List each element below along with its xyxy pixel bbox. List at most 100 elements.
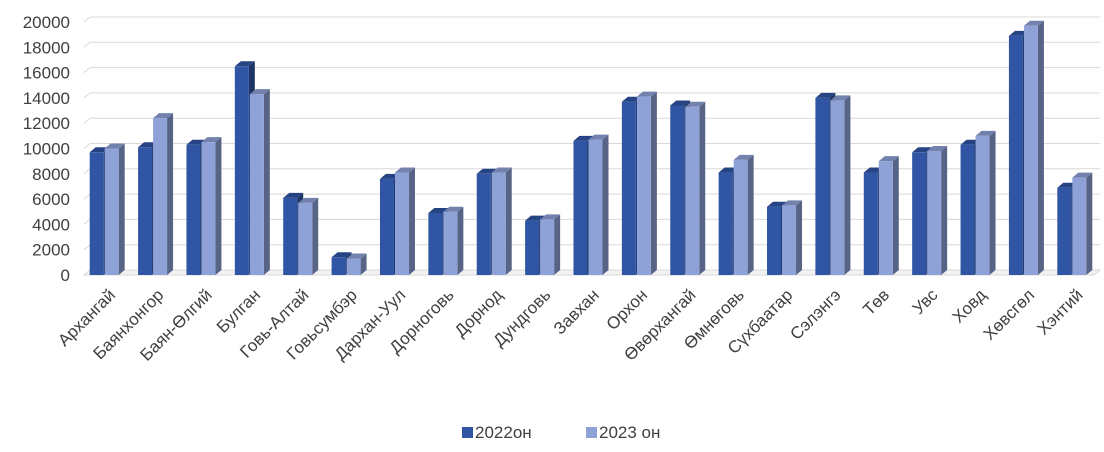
bar [104,143,125,275]
y-tick-label: 20000 [23,13,70,32]
x-axis: АрхангайБаянхонгорБаян-ӨлгийБулганГовь-А… [54,285,1086,365]
bar-top [283,192,304,198]
gridline [83,67,1100,73]
bar-front [525,220,540,275]
bar-side [941,146,948,275]
bar-side [1086,172,1093,275]
bar [975,130,996,275]
gridline [83,41,1100,48]
bar [830,95,851,276]
bar-front [912,152,927,275]
bar-front [89,152,104,275]
bar [685,101,706,275]
bar-front [927,151,942,275]
bar-top [249,89,270,95]
bar-front [1008,35,1023,275]
bar-side [312,197,319,275]
bar-front [394,172,409,275]
y-tick-label: 12000 [23,114,70,133]
legend-item: 2023 он [586,423,660,442]
bar-side [554,214,561,275]
bar-front [186,144,201,275]
x-tick-label: Завхан [550,285,603,338]
bar-top [975,130,996,136]
x-tick-label: Сэлэнгэ [786,285,844,343]
x-tick-label: Хэнтий [1033,285,1086,338]
bar-top [491,167,512,173]
x-tick-label: Хөвсгөл [980,285,1038,343]
bar-side [167,113,174,275]
y-tick-label: 18000 [23,38,70,57]
legend-label: 2023 он [599,423,660,442]
bar-top [1023,20,1044,26]
bar-front [138,147,153,275]
bar-front [153,118,168,275]
bar-side [796,200,803,275]
bar-top [588,134,609,140]
bar-front [283,197,298,275]
bar-side [505,167,512,275]
bar-top [540,214,561,220]
bar-top [443,206,464,212]
bar-top [331,252,352,258]
bar-front [428,213,443,275]
bar-top [685,101,706,107]
bar-front [104,148,119,275]
bar-front [767,206,782,275]
bar [346,253,367,275]
bar-front [379,178,394,275]
y-tick-label: 10000 [23,140,70,159]
bar [491,167,512,275]
bar [298,197,319,275]
bar [201,137,222,275]
bar-front [685,106,700,275]
bars [89,20,1093,276]
legend-swatch [462,427,473,438]
y-tick-label: 14000 [23,89,70,108]
bar-side [263,89,270,275]
bar [1023,20,1044,276]
bar-top [201,137,222,143]
bar-top [394,167,415,173]
bar [394,167,415,275]
bar-top [234,61,255,67]
y-tick-label: 6000 [32,190,70,209]
bar-side [118,143,125,275]
bar [588,134,609,275]
bar-front [621,101,636,275]
bar [1072,172,1093,275]
bar-top [153,113,174,119]
bar-side [457,206,464,275]
bar [878,156,899,275]
bar-top [733,154,754,160]
bar-front [830,100,845,276]
bar-top [830,95,851,101]
bar [927,146,948,275]
y-tick-label: 4000 [32,215,70,234]
bar-side [408,167,415,275]
bar-side [989,130,996,275]
bar-top [298,197,319,203]
x-tick-label: Ховд [949,285,990,326]
bar-front [670,105,685,276]
bar [443,206,464,275]
bar-front [718,172,733,275]
bar-side [699,101,706,275]
bar-top [927,146,948,152]
y-tick-label: 2000 [32,241,70,260]
bar-front [573,140,588,275]
bar-side [360,253,367,275]
bar-front [636,96,651,275]
bar-front [588,139,603,275]
legend-label: 2022он [475,423,532,442]
bar-side [1037,20,1044,276]
y-tick-label: 16000 [23,64,70,83]
bar-top [1072,172,1093,178]
bar-front [878,161,893,275]
bar [249,89,270,275]
x-tick-label: Төв [859,285,893,319]
bar [540,214,561,275]
bar [733,154,754,275]
bar-front [733,159,748,275]
